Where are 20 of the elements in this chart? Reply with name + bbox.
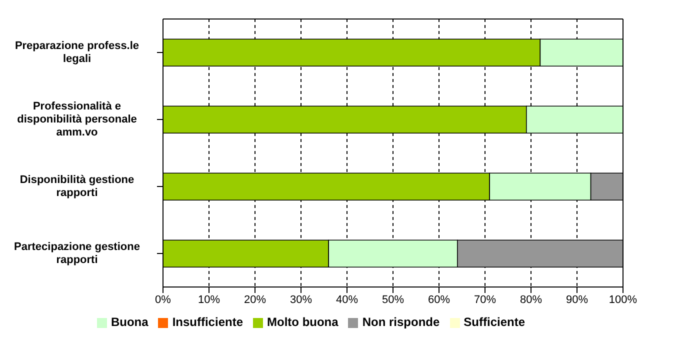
- legend-label: Molto buona: [267, 315, 338, 329]
- y-tick-label: Disponibilità gestione rapporti: [20, 174, 134, 199]
- x-tick-label: 60%: [428, 294, 450, 306]
- x-tick-label: 0%: [155, 294, 172, 306]
- legend-label: Non risponde: [362, 315, 440, 329]
- legend-label: Insufficiente: [172, 315, 243, 329]
- x-tick-label: 50%: [382, 294, 404, 306]
- legend-label: Sufficiente: [464, 315, 526, 329]
- x-tick-label: 80%: [520, 294, 542, 306]
- x-tick-label: 90%: [566, 294, 588, 306]
- x-tick-label: 70%: [474, 294, 496, 306]
- y-tick-label: Partecipazione gestione rapporti: [14, 241, 140, 266]
- x-tick-label: 30%: [290, 294, 312, 306]
- legend-label: Buona: [110, 315, 148, 329]
- x-tick-label: 40%: [336, 294, 358, 306]
- x-tick-label: 100%: [608, 294, 638, 306]
- x-tick-label: 10%: [198, 294, 220, 306]
- y-tick-label: Preparazione profess.le legali: [14, 40, 140, 65]
- x-tick-label: 20%: [244, 294, 266, 306]
- y-tick-label: Professionalità e disponibilità personale amm.vo: [17, 100, 137, 138]
